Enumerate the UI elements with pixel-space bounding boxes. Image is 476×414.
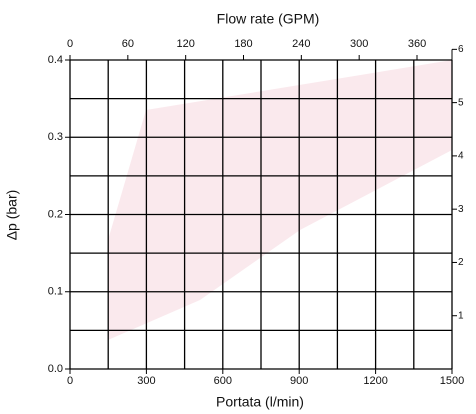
background-watermark (108, 60, 452, 340)
x2-tick-label: 300 (350, 38, 368, 50)
y2-tick-label: 3 (458, 204, 464, 215)
y-axis-label: Δp (bar) (4, 190, 20, 241)
y-tick-label: 0.3 (48, 131, 63, 143)
y2-tick-label: 1 (458, 310, 464, 321)
y2-tick-label: 4 (458, 151, 464, 162)
x-tick-label: 600 (214, 375, 232, 387)
chart-title: Flow rate (GPM) (217, 11, 320, 27)
x2-tick-label: 60 (122, 38, 134, 50)
x-tick-label: 1200 (363, 375, 387, 387)
x2-tick-label: 180 (234, 38, 252, 50)
x-tick-label: 0 (67, 375, 73, 387)
y-tick-label: 0.4 (48, 54, 63, 66)
x2-tick-label: 120 (176, 38, 194, 50)
y2-tick-label: 5 (458, 97, 464, 108)
y-tick-label: 0.2 (48, 208, 63, 220)
x-tick-label: 1500 (440, 375, 464, 387)
y2-tick-label: 6 (458, 44, 464, 55)
x-axis-label: Portata (l/min) (216, 394, 304, 410)
x2-tick-label: 0 (67, 38, 73, 50)
y-tick-label: 0.1 (48, 286, 63, 298)
y2-tick-label: 2 (458, 257, 464, 268)
x-tick-label: 300 (137, 375, 155, 387)
x-tick-label: 900 (290, 375, 308, 387)
y-tick-label: 0.0 (48, 363, 63, 375)
x2-tick-label: 360 (408, 38, 426, 50)
x2-tick-label: 240 (292, 38, 310, 50)
